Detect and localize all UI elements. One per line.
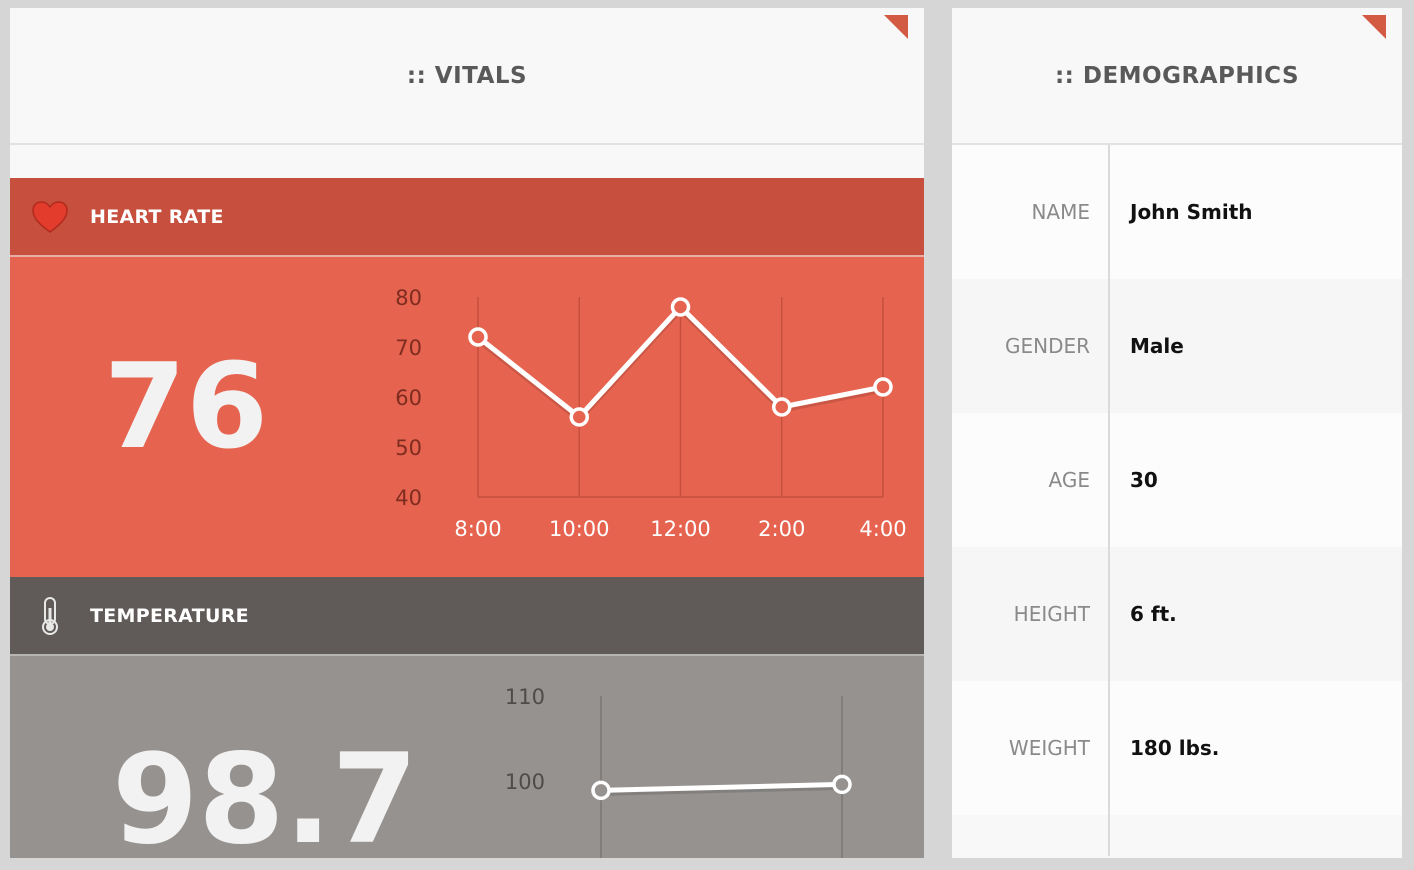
data-point (569, 407, 589, 427)
y-tick-label: 40 (395, 486, 422, 510)
demographics-table: NAME John Smith GENDER Male AGE 30 HEIGH… (952, 145, 1402, 856)
demographics-corner-flag-icon[interactable] (1362, 15, 1386, 39)
demographics-row-weight: WEIGHT 180 lbs. (952, 681, 1402, 815)
x-tick-label: 8:00 (454, 517, 501, 541)
heart-rate-bar[interactable]: HEART RATE (10, 178, 924, 257)
data-point (873, 377, 893, 397)
row-label: HEIGHT (1013, 602, 1090, 626)
y-tick-label: 110 (505, 685, 545, 709)
y-tick-label: 100 (505, 770, 545, 794)
vitals-corner-flag-icon[interactable] (884, 15, 908, 39)
temperature-body: 98.7 110 100 (10, 656, 924, 858)
vitals-title: :: VITALS (406, 62, 528, 89)
heart-icon (30, 197, 70, 237)
temperature-value: 98.7 (112, 728, 418, 858)
series-line (600, 781, 843, 793)
demographics-header: :: DEMOGRAPHICS (952, 8, 1402, 145)
x-tick-label: 12:00 (650, 517, 711, 541)
series-line-shadow (600, 784, 843, 796)
vitals-spacer (10, 145, 924, 178)
data-point (670, 297, 691, 317)
demographics-row-age: AGE 30 (952, 413, 1402, 547)
row-label: GENDER (1004, 334, 1090, 358)
temperature-bar[interactable]: TEMPERATURE (10, 577, 924, 656)
heart-rate-body: 76 80 70 60 50 40 8:00 10:00 12:00 2:00 4:00 (10, 257, 924, 577)
row-value: Male (1130, 334, 1184, 358)
data-point (468, 327, 488, 347)
data-point (832, 774, 852, 795)
x-tick-label: 10:00 (549, 517, 610, 541)
y-tick-label: 60 (395, 386, 422, 410)
row-value: 180 lbs. (1130, 736, 1220, 760)
heart-rate-label: HEART RATE (90, 205, 224, 228)
data-point (772, 397, 792, 417)
x-tick-label: 4:00 (859, 517, 906, 541)
demographics-panel: :: DEMOGRAPHICS NAME John Smith GENDER M… (952, 8, 1402, 858)
demographics-divider (1108, 145, 1110, 856)
data-point (591, 780, 611, 801)
vitals-panel: :: VITALS HEART RATE 76 80 70 60 50 40 8:00 10… (10, 8, 924, 858)
row-value: 30 (1130, 468, 1158, 492)
heart-rate-value: 76 (103, 337, 269, 475)
thermometer-icon (30, 596, 70, 636)
demographics-title: :: DEMOGRAPHICS (1054, 62, 1300, 89)
row-value: John Smith (1130, 200, 1253, 224)
y-tick-label: 80 (395, 286, 422, 310)
demographics-row-gender: GENDER Male (952, 279, 1402, 413)
y-tick-label: 50 (395, 436, 422, 460)
row-value: 6 ft. (1130, 602, 1177, 626)
temperature-label: TEMPERATURE (90, 604, 249, 627)
demographics-row-name: NAME John Smith (952, 145, 1402, 279)
y-tick-label: 70 (395, 336, 422, 360)
temperature-chart: 110 100 (505, 685, 852, 858)
heart-rate-chart: 80 70 60 50 40 8:00 10:00 12:00 2:00 4:00 (395, 286, 906, 541)
vitals-header: :: VITALS (10, 8, 924, 145)
demographics-row-height: HEIGHT 6 ft. (952, 547, 1402, 681)
x-tick-label: 2:00 (758, 517, 805, 541)
row-label: AGE (1048, 468, 1090, 492)
row-label: WEIGHT (1008, 736, 1090, 760)
row-label: NAME (1031, 200, 1090, 224)
